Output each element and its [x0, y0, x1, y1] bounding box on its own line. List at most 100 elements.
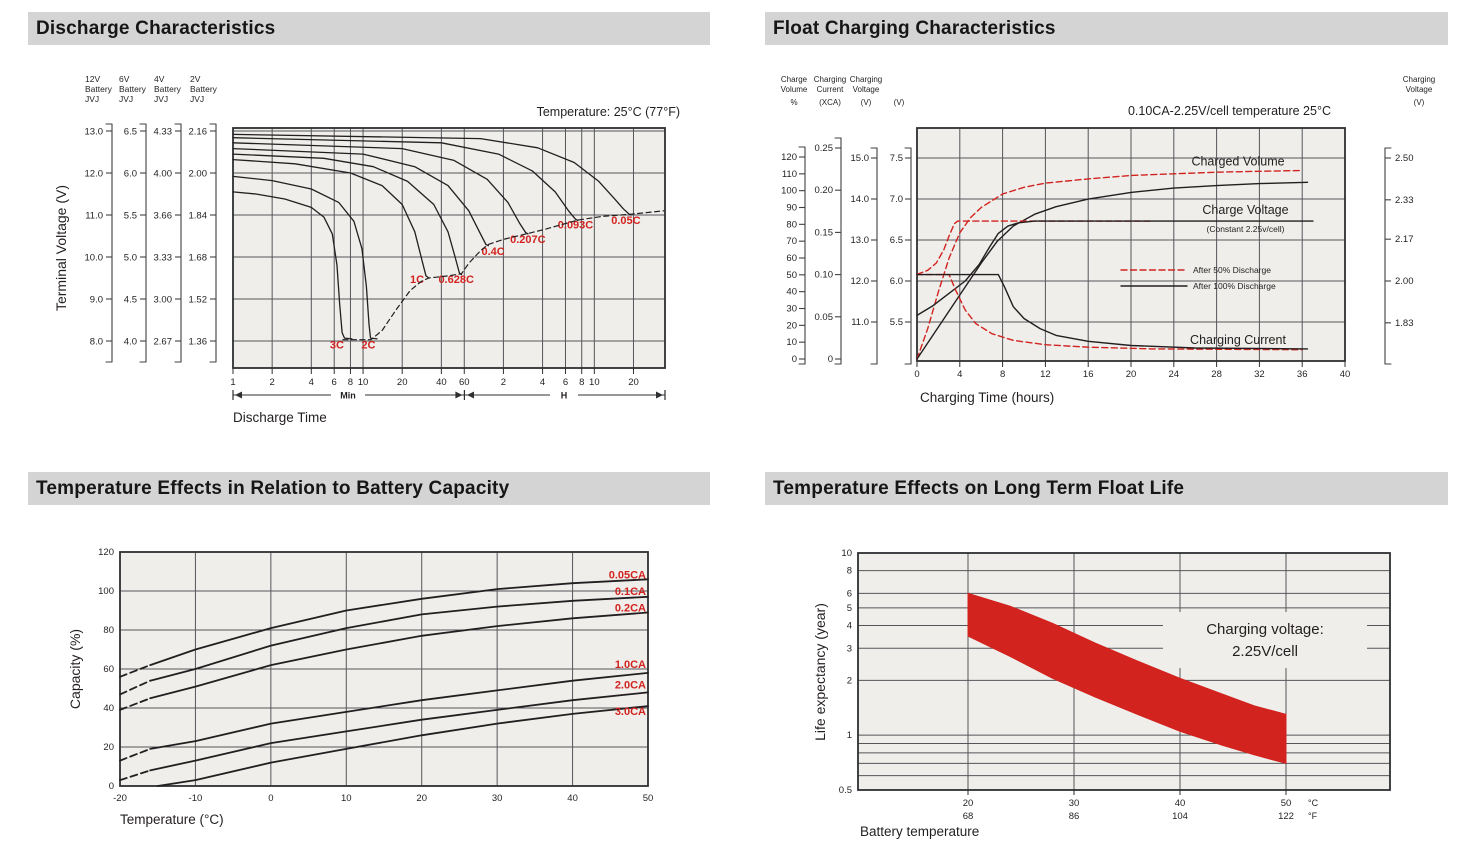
svg-text:0.1CA: 0.1CA [615, 586, 646, 598]
svg-text:(V): (V) [894, 98, 905, 107]
svg-text:80: 80 [103, 625, 114, 636]
svg-text:(XCA): (XCA) [819, 98, 841, 107]
svg-text:24: 24 [1169, 369, 1180, 380]
svg-text:60: 60 [786, 253, 797, 264]
svg-text:1.36: 1.36 [189, 337, 208, 348]
svg-text:-20: -20 [113, 793, 127, 804]
svg-text:12.0: 12.0 [851, 276, 870, 287]
float-life-title-text: Temperature Effects on Long Term Float L… [773, 478, 1185, 499]
svg-text:1.52: 1.52 [189, 295, 208, 306]
svg-text:0.5: 0.5 [839, 785, 852, 796]
svg-text:10: 10 [589, 377, 600, 388]
svg-text:%: % [790, 98, 797, 107]
cutoff-dashed-line [342, 210, 665, 341]
svg-text:2.00: 2.00 [189, 169, 208, 180]
svg-text:20: 20 [786, 320, 797, 331]
curve-charging-current-after-50-discharge [916, 273, 1303, 351]
svg-text:12.0: 12.0 [85, 169, 104, 180]
svg-text:H: H [561, 391, 568, 401]
capacity-curve-3.0CA [156, 705, 649, 787]
svg-text:3.66: 3.66 [154, 211, 173, 222]
float-charging-chart: 0 4 8 12 16 20 24 28 32 36 40 0 10 20 30 40 50 60 70 80 90 10… [781, 75, 1436, 405]
svg-text:28: 28 [1211, 369, 1222, 380]
svg-text:Life expectancy (year): Life expectancy (year) [812, 603, 828, 741]
capacity-curve-0.2CA [149, 611, 649, 700]
svg-text:Battery: Battery [190, 84, 218, 94]
svg-text:10: 10 [358, 377, 369, 388]
svg-text:1.0CA: 1.0CA [615, 659, 646, 671]
svg-text:Voltage: Voltage [1406, 85, 1433, 94]
svg-text:7.0: 7.0 [890, 194, 903, 205]
temp-capacity-chart: 0 20 40 60 80 100 120 -20 -10 0 10 20 30 40 50 0.05CA 0.… [67, 547, 653, 827]
svg-text:6.0: 6.0 [124, 169, 137, 180]
svg-text:Volume: Volume [781, 85, 808, 94]
svg-text:86: 86 [1069, 811, 1080, 822]
svg-text:Capacity (%): Capacity (%) [67, 629, 83, 709]
svg-text:110: 110 [782, 169, 797, 180]
capacity-curve-2.0CA [149, 691, 649, 772]
svg-text:15.0: 15.0 [851, 153, 870, 164]
temp-capacity-panel: 0 20 40 60 80 100 120 -20 -10 0 10 20 30 40 50 0.05CA 0.… [28, 472, 710, 844]
svg-text:After 50% Discharge: After 50% Discharge [1193, 265, 1271, 275]
svg-text:80: 80 [786, 219, 797, 230]
svg-text:40: 40 [786, 287, 797, 298]
svg-text:Charging: Charging [814, 75, 846, 84]
float-life-section-title: Temperature Effects on Long Term Float L… [765, 472, 1448, 505]
svg-text:20: 20 [963, 798, 974, 809]
discharge-panel: 1 2 4 6 8 10 20 40 60 2 4 6 8 10 20 13.0 12.0 11.0 10.0 9.0… [28, 12, 710, 460]
svg-text:2.67: 2.67 [154, 337, 173, 348]
capacity-curve-0.1CA [149, 595, 649, 682]
curve-charge-voltage-after-50-discharge [916, 220, 1154, 276]
svg-text:0.10: 0.10 [815, 270, 834, 281]
svg-text:8: 8 [348, 377, 353, 388]
svg-text:2: 2 [847, 675, 852, 686]
svg-text:4: 4 [309, 377, 314, 388]
svg-text:8: 8 [579, 377, 584, 388]
svg-text:0.15: 0.15 [815, 227, 834, 238]
svg-text:Charging: Charging [850, 75, 882, 84]
svg-text:6V: 6V [119, 74, 130, 84]
svg-text:68: 68 [963, 811, 974, 822]
svg-text:4.00: 4.00 [154, 169, 173, 180]
svg-text:2: 2 [270, 377, 275, 388]
float-life-panel: Charging voltage: 2.25V/cell 10 8 6 5 4 3 2 1 0.5 2… [765, 472, 1448, 844]
svg-text:Charging Current: Charging Current [1190, 333, 1286, 347]
svg-text:-10: -10 [189, 793, 203, 804]
svg-text:Current: Current [817, 85, 844, 94]
svg-text:Charging voltage:: Charging voltage: [1206, 621, 1324, 638]
svg-text:20: 20 [103, 742, 114, 753]
svg-text:6.5: 6.5 [890, 235, 903, 246]
svg-text:4.33: 4.33 [154, 127, 173, 138]
svg-text:30: 30 [1069, 798, 1080, 809]
svg-text:1.68: 1.68 [189, 253, 208, 264]
svg-text:11.0: 11.0 [85, 211, 103, 222]
svg-text:120: 120 [98, 547, 114, 558]
svg-text:5.5: 5.5 [124, 211, 137, 222]
float-charging-section-title: Float Charging Characteristics [765, 12, 1448, 45]
svg-text:30: 30 [492, 793, 503, 804]
svg-text:40: 40 [103, 703, 114, 714]
svg-text:Charge: Charge [781, 75, 808, 84]
svg-text:122: 122 [1278, 811, 1294, 822]
svg-text:JVJ: JVJ [190, 94, 204, 104]
svg-text:1: 1 [847, 730, 852, 741]
svg-text:120: 120 [781, 152, 797, 163]
svg-text:50: 50 [786, 270, 797, 281]
svg-text:10: 10 [786, 337, 797, 348]
discharge-curve-3C [232, 191, 353, 340]
svg-text:1: 1 [230, 377, 235, 388]
svg-text:5.5: 5.5 [890, 317, 903, 328]
svg-text:10: 10 [841, 548, 852, 559]
svg-text:JVJ: JVJ [154, 94, 168, 104]
svg-text:0.10CA-2.25V/cell temperature: 0.10CA-2.25V/cell temperature 25°C [1128, 104, 1331, 118]
svg-text:Voltage: Voltage [853, 85, 880, 94]
svg-text:JVJ: JVJ [119, 94, 133, 104]
svg-text:0.05: 0.05 [815, 312, 834, 323]
svg-text:2.33: 2.33 [1395, 195, 1414, 206]
svg-text:60: 60 [103, 664, 114, 675]
svg-text:6: 6 [332, 377, 337, 388]
temp-capacity-title-text: Temperature Effects in Relation to Batte… [36, 478, 510, 499]
svg-text:104: 104 [1172, 811, 1188, 822]
discharge-curve-0.628C [232, 153, 463, 276]
